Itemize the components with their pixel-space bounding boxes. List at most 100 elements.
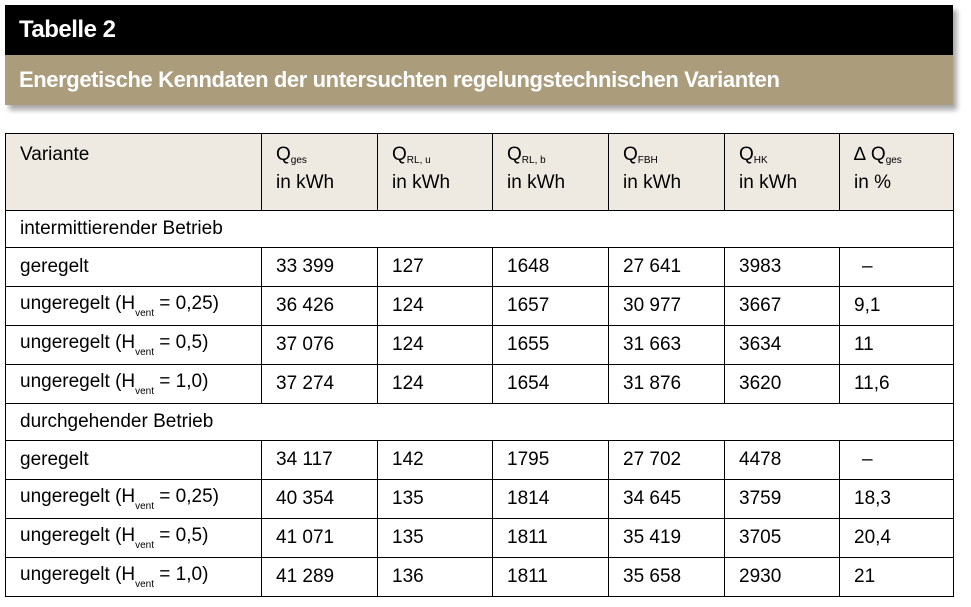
column-subscript: ges bbox=[885, 155, 902, 166]
table-cell: 3620 bbox=[724, 364, 840, 404]
table-cell: 127 bbox=[377, 247, 493, 287]
variant-label-main: ungeregelt (H bbox=[20, 371, 136, 392]
table-cell: 34 645 bbox=[608, 479, 725, 519]
column-header-q-rl-u: QRL, u in kWh bbox=[377, 133, 493, 211]
variant-label-main: geregelt bbox=[20, 449, 89, 470]
table-cell: 31 663 bbox=[608, 325, 725, 365]
column-subscript: FBH bbox=[637, 155, 658, 166]
table-cell: 135 bbox=[377, 479, 493, 519]
table-cell: 11 bbox=[839, 325, 954, 365]
table-cell: 11,6 bbox=[839, 364, 954, 404]
column-subscript: RL, u bbox=[406, 155, 431, 166]
table-cell: 3983 bbox=[724, 247, 840, 287]
variant-label: ungeregelt (Hvent = 1,0) bbox=[5, 364, 262, 404]
table-cell: – bbox=[839, 247, 954, 287]
table-row: geregelt 34 117 142 1795 27 702 4478– bbox=[5, 440, 954, 480]
column-symbol: Q bbox=[623, 144, 638, 165]
column-symbol: Q bbox=[739, 144, 754, 165]
table-row: ungeregelt (Hvent = 1,0) 41 289 136 1811 35 … bbox=[5, 557, 954, 597]
variant-label-tail: = 0,25) bbox=[154, 486, 219, 507]
column-header-q-hk: QHK in kWh bbox=[724, 133, 840, 211]
variant-label: ungeregelt (Hvent = 1,0) bbox=[5, 557, 262, 597]
table-cell: 31 876 bbox=[608, 364, 725, 404]
group-label: intermittierender Betrieb bbox=[5, 210, 954, 248]
table-row: ungeregelt (Hvent = 0,5) 37 076 124 1655 31 … bbox=[5, 325, 954, 365]
table-cell: 9,1 bbox=[839, 286, 954, 326]
column-symbol: Q bbox=[507, 144, 522, 165]
table-cell: 33 399 bbox=[261, 247, 378, 287]
variant-label: ungeregelt (Hvent = 0,5) bbox=[5, 325, 262, 365]
variant-label-subscript: vent bbox=[135, 579, 155, 590]
table-cell: 3705 bbox=[724, 518, 840, 558]
table-cell: 3634 bbox=[724, 325, 840, 365]
table-cell: 1648 bbox=[492, 247, 609, 287]
variant-label-subscript: vent bbox=[135, 308, 155, 319]
table-cell: 27 702 bbox=[608, 440, 725, 480]
table-cell: 1811 bbox=[492, 557, 609, 597]
column-symbol: Q bbox=[276, 144, 291, 165]
column-subscript: RL, b bbox=[521, 155, 546, 166]
column-unit: in % bbox=[854, 172, 891, 193]
table-cell: 2930 bbox=[724, 557, 840, 597]
column-unit: in kWh bbox=[507, 172, 566, 193]
column-symbol: Q bbox=[392, 144, 407, 165]
table-cell: 1814 bbox=[492, 479, 609, 519]
table-cell: 18,3 bbox=[839, 479, 954, 519]
variant-label: ungeregelt (Hvent = 0,25) bbox=[5, 479, 262, 519]
table-row: ungeregelt (Hvent = 0,5) 41 071 135 1811 35 … bbox=[5, 518, 954, 558]
table-subtitle: Energetische Kenndaten der untersuchten … bbox=[5, 55, 953, 105]
variant-label-tail: = 1,0) bbox=[154, 564, 209, 585]
column-header-variante: Variante bbox=[5, 133, 262, 211]
variant-label-subscript: vent bbox=[135, 386, 155, 397]
variant-label-main: geregelt bbox=[20, 256, 89, 277]
table-cell: 30 977 bbox=[608, 286, 725, 326]
table-cell: 124 bbox=[377, 286, 493, 326]
column-unit: in kWh bbox=[623, 172, 682, 193]
table-cell: 1655 bbox=[492, 325, 609, 365]
group-label: durchgehender Betrieb bbox=[5, 403, 954, 441]
variant-label-main: ungeregelt (H bbox=[20, 486, 136, 507]
variant-label-subscript: vent bbox=[135, 501, 155, 512]
table-cell: 4478 bbox=[724, 440, 840, 480]
group-row: durchgehender Betrieb bbox=[5, 403, 954, 441]
variant-label: ungeregelt (Hvent = 0,25) bbox=[5, 286, 262, 326]
variant-label-main: ungeregelt (H bbox=[20, 293, 136, 314]
table-cell: 124 bbox=[377, 364, 493, 404]
table-row: geregelt 33 399 127 1648 27 641 3983– bbox=[5, 247, 954, 287]
column-symbol: ∆ Q bbox=[854, 144, 886, 165]
column-header-q-rl-b: QRL, b in kWh bbox=[492, 133, 609, 211]
column-header-q-fbh: QFBH in kWh bbox=[608, 133, 725, 211]
column-header-q-ges: Qges in kWh bbox=[261, 133, 378, 211]
table-cell: 1795 bbox=[492, 440, 609, 480]
table-cell: 20,4 bbox=[839, 518, 954, 558]
column-label: Variante bbox=[20, 144, 90, 165]
variant-label-tail: = 0,5) bbox=[154, 332, 209, 353]
table-cell: 36 426 bbox=[261, 286, 378, 326]
table-cell: 142 bbox=[377, 440, 493, 480]
variant-label-subscript: vent bbox=[135, 347, 155, 358]
column-unit: in kWh bbox=[276, 172, 335, 193]
table-cell: 35 658 bbox=[608, 557, 725, 597]
variant-label-main: ungeregelt (H bbox=[20, 525, 136, 546]
table-cell: 37 076 bbox=[261, 325, 378, 365]
table-cell: – bbox=[839, 440, 954, 480]
column-subscript: ges bbox=[290, 155, 307, 166]
table-cell: 1654 bbox=[492, 364, 609, 404]
table-title: Tabelle 2 bbox=[5, 5, 953, 55]
table-cell: 124 bbox=[377, 325, 493, 365]
table-cell: 35 419 bbox=[608, 518, 725, 558]
table-cell: 41 289 bbox=[261, 557, 378, 597]
variant-label-tail: = 0,25) bbox=[154, 293, 219, 314]
variant-label: geregelt bbox=[5, 440, 262, 480]
variant-label-main: ungeregelt (H bbox=[20, 564, 136, 585]
table-cell: 3759 bbox=[724, 479, 840, 519]
group-row: intermittierender Betrieb bbox=[5, 210, 954, 248]
table-cell: 34 117 bbox=[261, 440, 378, 480]
table-cell: 40 354 bbox=[261, 479, 378, 519]
variant-label-main: ungeregelt (H bbox=[20, 332, 136, 353]
table-row: ungeregelt (Hvent = 0,25) 36 426 124 1657 30… bbox=[5, 286, 954, 326]
table-cell: 135 bbox=[377, 518, 493, 558]
table-cell: 37 274 bbox=[261, 364, 378, 404]
